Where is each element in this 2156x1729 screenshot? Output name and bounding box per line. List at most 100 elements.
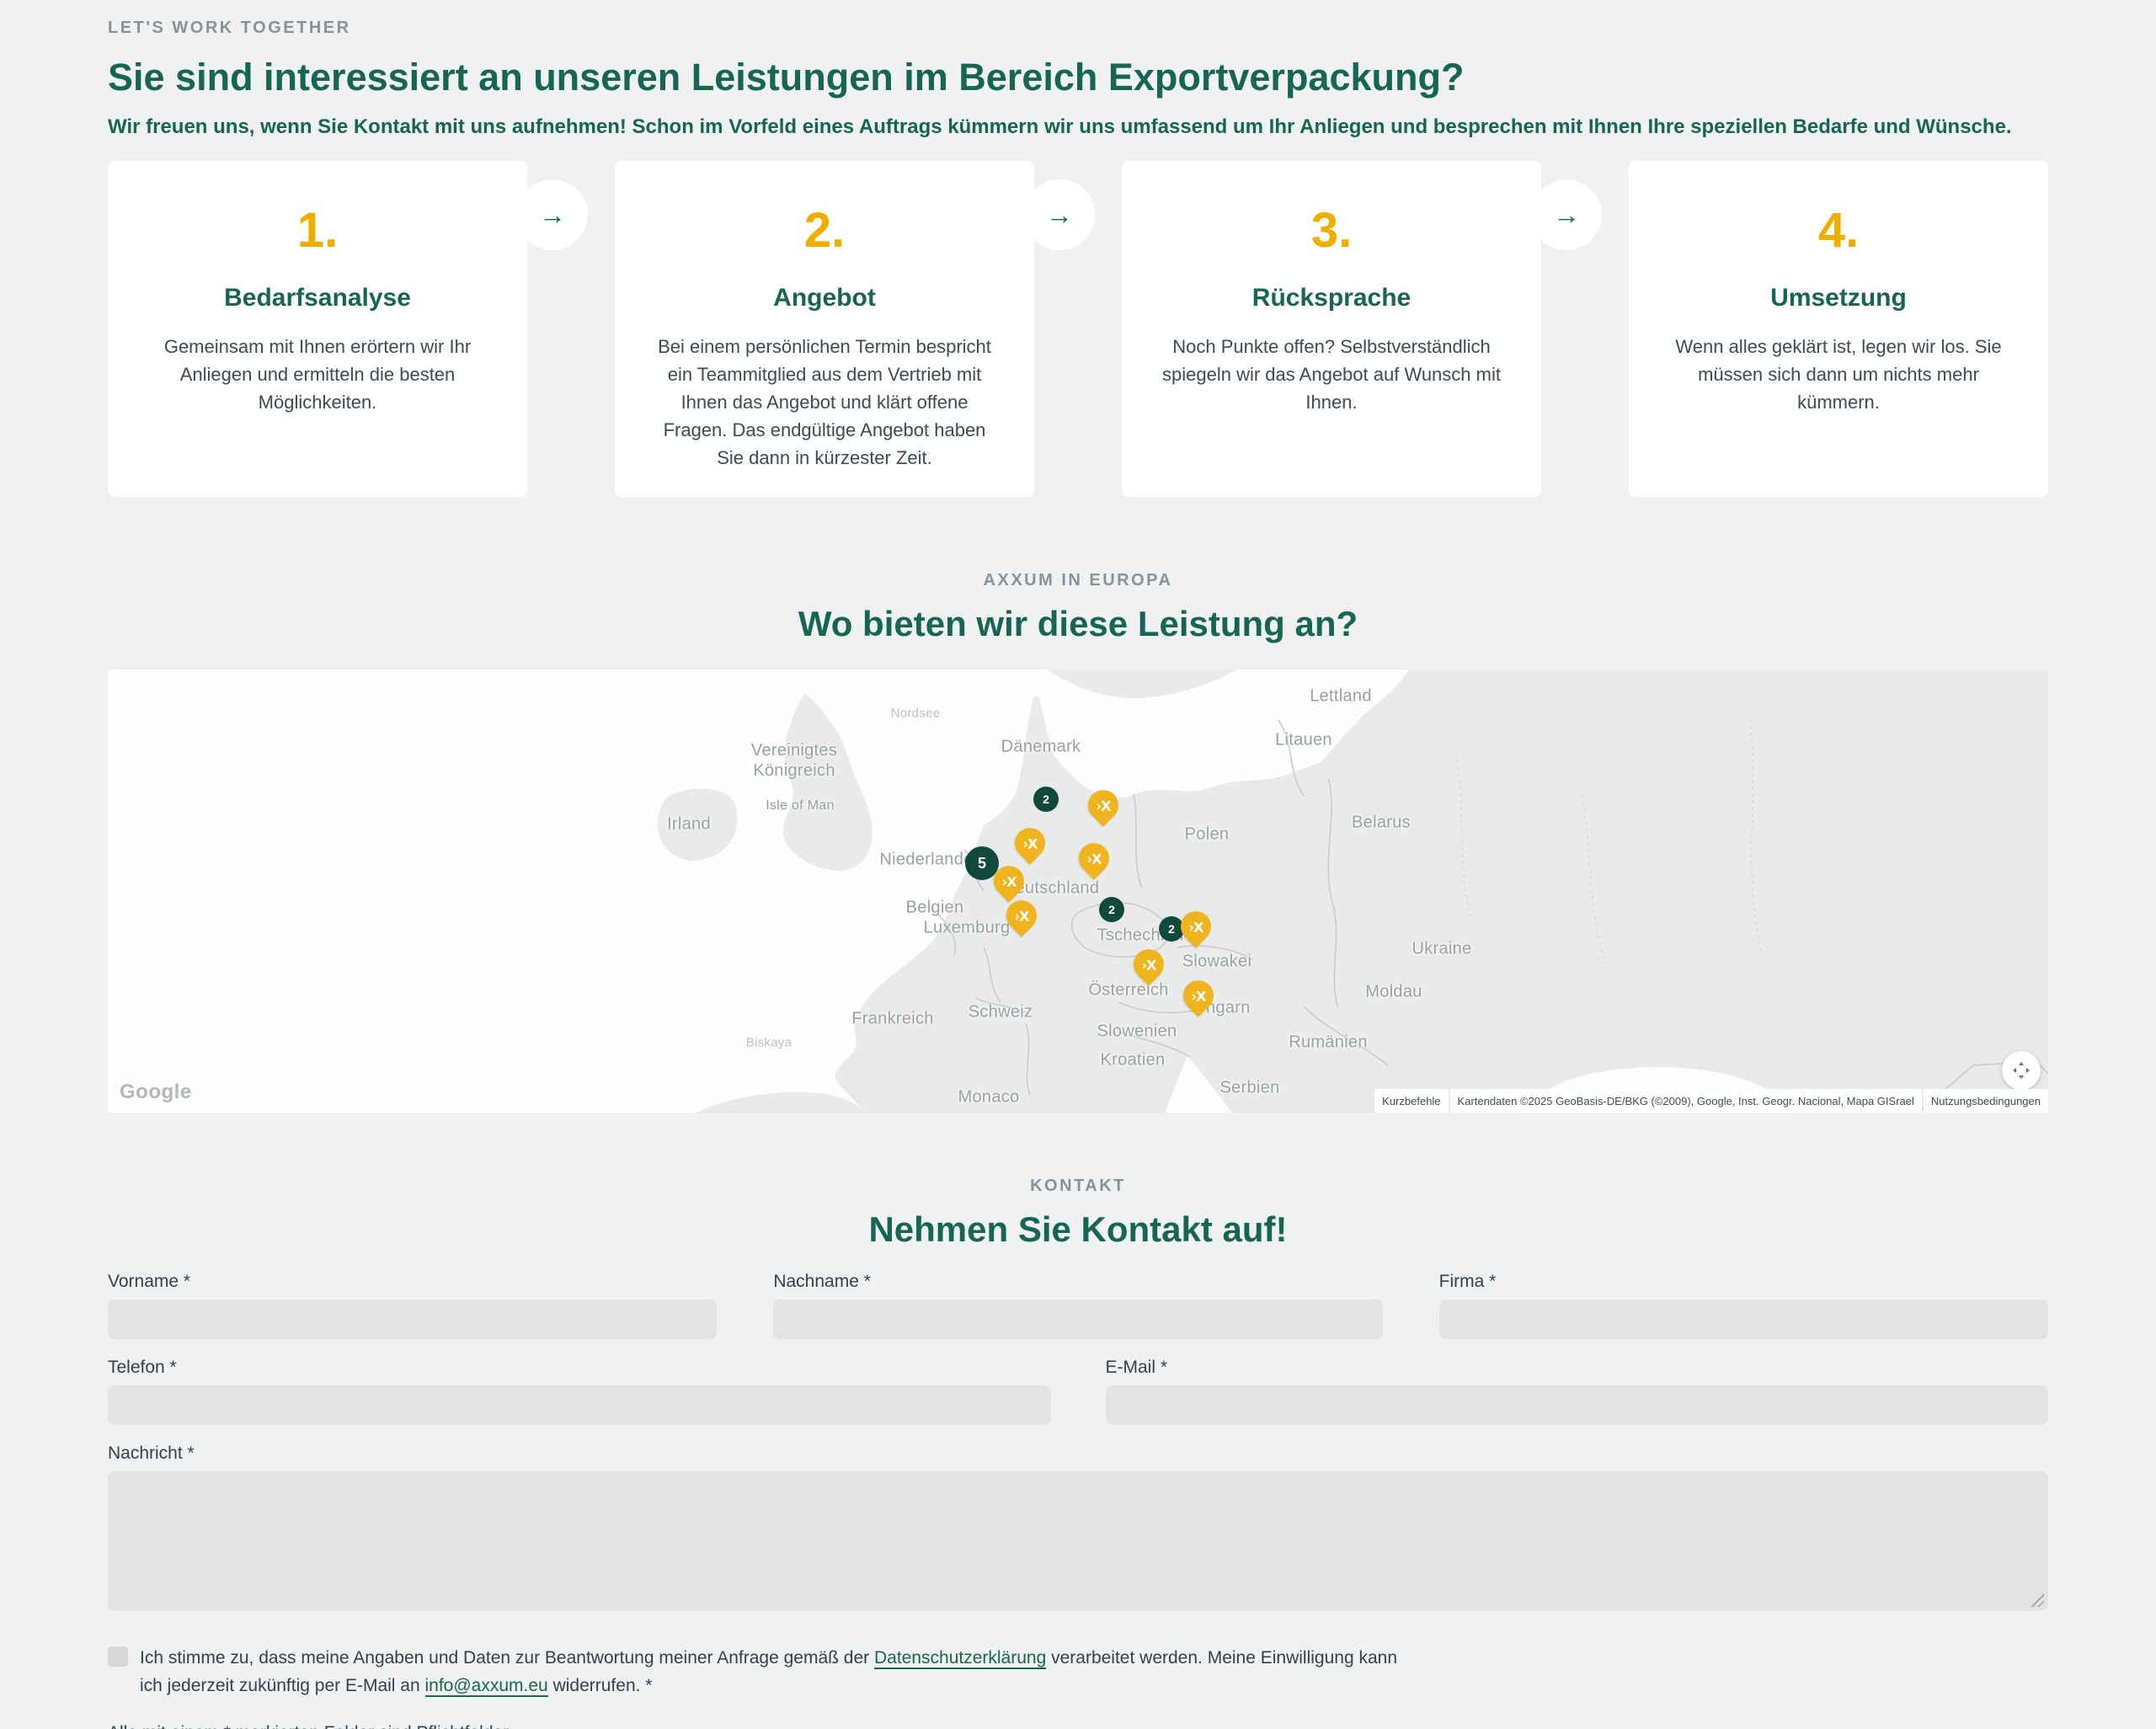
- consent-text-part: Ich stimme zu, dass meine Angaben und Da…: [140, 1648, 874, 1668]
- contact-eyebrow: KONTAKT: [1030, 1177, 1126, 1195]
- map-country-label: Schweiz: [968, 1002, 1033, 1022]
- intro-subtitle: Wir freuen uns, wenn Sie Kontakt mit uns…: [108, 115, 2012, 138]
- map-title: Wo bieten wir diese Leistung an?: [798, 604, 1358, 643]
- map-cluster-marker[interactable]: 2: [1099, 897, 1124, 922]
- contact-section: KONTAKT Nehmen Sie Kontakt auf! Vorname …: [108, 1177, 2048, 1729]
- step-text: Bei einem persönlichen Termin bespricht …: [658, 336, 991, 468]
- axxum-pin-icon: ›X: [1174, 905, 1218, 948]
- consent-text: Ich stimme zu, dass meine Angaben und Da…: [140, 1645, 1422, 1700]
- map-country-label: Isle of Man: [766, 798, 835, 813]
- google-logo: Google: [120, 1081, 192, 1103]
- map-pin-marker[interactable]: ›X: [1177, 974, 1220, 1017]
- step-card-1: 1. Bedarfsanalyse Gemeinsam mit Ihnen er…: [108, 161, 588, 497]
- axxum-logo-glyph: ›X: [1188, 918, 1203, 935]
- map-country-label: Frankreich: [851, 1009, 934, 1028]
- step-arrow-badge: →: [517, 179, 588, 250]
- vorname-input[interactable]: [108, 1299, 718, 1339]
- map-labels-layer: Nordsee Dänemark Vereinigtes Königreich Isl…: [108, 670, 2048, 1113]
- telefon-label: Telefon *: [108, 1358, 177, 1377]
- step-title: Bedarfsanalyse: [224, 284, 411, 312]
- step-text: Noch Punkte offen? Selbstverständlich sp…: [1162, 336, 1501, 413]
- step-number: 3.: [1310, 203, 1353, 258]
- step-title: Angebot: [773, 284, 876, 312]
- consent-text-part: verarbeitet werden. Meine Einwilligung k…: [140, 1648, 1397, 1695]
- map-pin-marker[interactable]: ›X: [1072, 836, 1116, 880]
- map-terms-link[interactable]: Nutzungsbedingungen: [1923, 1089, 2048, 1113]
- nachricht-textarea-wrap: [108, 1471, 2048, 1611]
- axxum-logo-glyph: ›X: [1086, 850, 1102, 867]
- step-text: Gemeinsam mit Ihnen erörtern wir Ihr Anl…: [163, 336, 472, 413]
- map-pin-marker[interactable]: ›X: [1000, 894, 1043, 937]
- step-arrow-badge: →: [1531, 179, 1602, 250]
- map-country-label: Kroatien: [1100, 1050, 1166, 1070]
- axxum-logo-glyph: ›X: [1141, 956, 1156, 973]
- axxum-pin-icon: ›X: [987, 859, 1031, 903]
- intro-eyebrow: LET'S WORK TOGETHER: [108, 19, 351, 37]
- map-shortcuts-link[interactable]: Kurzbefehle: [1374, 1089, 1449, 1113]
- map-country-label: Deutschland: [1002, 878, 1100, 898]
- consent-checkbox[interactable]: [108, 1646, 128, 1667]
- axxum-logo-glyph: ›X: [1014, 907, 1029, 924]
- contact-title: Nehmen Sie Kontakt auf!: [868, 1209, 1288, 1249]
- arrow-right-icon: →: [1046, 200, 1073, 230]
- datenschutz-link[interactable]: Datenschutzerklärung: [873, 1648, 1047, 1669]
- map-data-attribution: Kartendaten ©2025 GeoBasis-DE/BKG (©2009…: [1449, 1089, 1922, 1113]
- axxum-pin-icon: ›X: [1072, 836, 1116, 880]
- step-card-3: 3. Rücksprache Noch Punkte offen? Selbst…: [1122, 161, 1602, 497]
- map-country-label: Monaco: [958, 1087, 1020, 1107]
- map-country-label: Polen: [1184, 824, 1230, 844]
- axxum-pin-icon: ›X: [1081, 783, 1125, 827]
- map-markers-layer: 2 5 2 2 ›X ›X ›X ›X ›X ›X ›X ›X: [108, 670, 2048, 1113]
- map-country-label: Belgien: [905, 898, 964, 917]
- map-pin-marker[interactable]: ›X: [1127, 942, 1171, 986]
- map-country-label: Slowenien: [1097, 1022, 1177, 1041]
- nachname-label: Nachname *: [773, 1272, 871, 1291]
- consent-text-part: widerrufen. *: [547, 1675, 653, 1695]
- step-title: Rücksprache: [1251, 284, 1412, 312]
- map-country-label: Ukraine: [1412, 939, 1472, 958]
- map-country-label: Biskaya: [745, 1035, 792, 1050]
- map-pin-marker[interactable]: ›X: [1081, 783, 1125, 827]
- step-text: Wenn alles geklärt ist, legen wir los. S…: [1675, 336, 2002, 413]
- map-pin-marker[interactable]: ›X: [987, 859, 1031, 903]
- axxum-pin-icon: ›X: [1000, 894, 1043, 937]
- step-card-4: 4. Umsetzung Wenn alles geklärt ist, leg…: [1629, 161, 2048, 497]
- axxum-pin-icon: ›X: [1008, 821, 1052, 865]
- map-country-label: Dänemark: [1001, 737, 1081, 756]
- map-country-label: Irland: [667, 814, 711, 834]
- map-eyebrow: AXXUM IN EUROPA: [983, 571, 1173, 590]
- map-attribution: Kurzbefehle Kartendaten ©2025 GeoBasis-D…: [1373, 1089, 2048, 1113]
- step-number: 2.: [803, 203, 846, 258]
- page-title: Sie sind interessiert an unseren Leistun…: [108, 56, 1465, 99]
- map-pin-marker[interactable]: ›X: [1008, 821, 1052, 865]
- contact-form: Vorname * Nachname * Firma * Telefon *: [108, 1272, 2048, 1729]
- map-country-label: Litauen: [1275, 730, 1332, 750]
- nachname-input[interactable]: [773, 1299, 1383, 1339]
- email-link[interactable]: info@axxum.eu: [424, 1675, 548, 1697]
- map-country-label: Lettland: [1310, 686, 1372, 706]
- map-country-label: Luxemburg: [923, 918, 1011, 937]
- firma-label: Firma *: [1438, 1272, 1497, 1291]
- map-pin-marker[interactable]: ›X: [1174, 905, 1218, 948]
- map-country-label: Vereinigtes Königreich: [750, 741, 838, 780]
- firma-input[interactable]: [1438, 1299, 2048, 1339]
- map-cluster-marker[interactable]: 2: [1033, 787, 1059, 812]
- map-country-label: Moldau: [1365, 982, 1422, 1001]
- vorname-label: Vorname *: [108, 1272, 191, 1291]
- email-input[interactable]: [1105, 1385, 2048, 1425]
- pan-control-button[interactable]: [2002, 1051, 2041, 1090]
- europe-map-canvas[interactable]: Nordsee Dänemark Vereinigtes Königreich Isl…: [108, 670, 2048, 1113]
- axxum-logo-glyph: ›X: [1022, 835, 1038, 851]
- axxum-pin-icon: ›X: [1127, 942, 1171, 986]
- axxum-logo-glyph: ›X: [1096, 797, 1111, 814]
- telefon-input[interactable]: [108, 1385, 1051, 1425]
- step-title: Umsetzung: [1770, 284, 1907, 312]
- map-section: AXXUM IN EUROPA Wo bieten wir diese Leis…: [108, 571, 2048, 1113]
- nachricht-label: Nachricht *: [108, 1444, 195, 1463]
- nachricht-textarea[interactable]: [108, 1471, 2048, 1611]
- europe-map-graphic: [108, 670, 2048, 1113]
- axxum-logo-glyph: ›X: [1001, 873, 1017, 889]
- map-cluster-marker[interactable]: 5: [965, 846, 999, 880]
- step-card-2: 2. Angebot Bei einem persönlichen Termin…: [615, 161, 1095, 497]
